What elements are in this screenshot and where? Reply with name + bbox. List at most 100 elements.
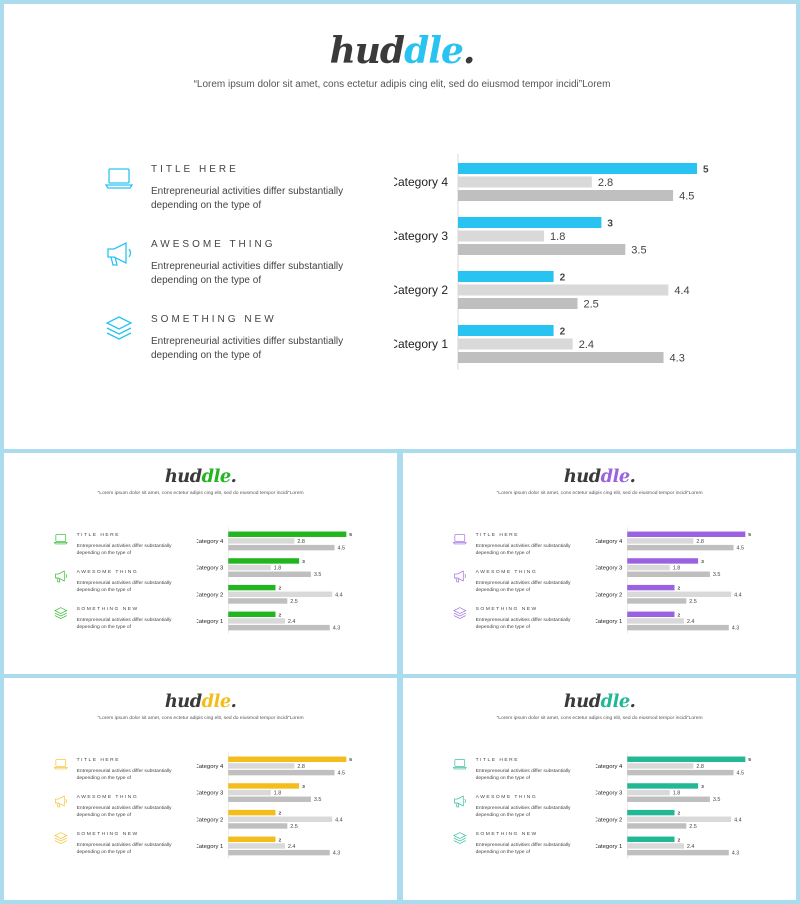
chart-category-label: Category 4 — [596, 764, 623, 770]
chart-category-label: Category 4 — [596, 539, 623, 545]
chart-data-label: 2.5 — [689, 824, 697, 830]
chart-data-label: 2.4 — [687, 619, 695, 625]
chart-bar — [627, 843, 684, 849]
chart-data-label: 2 — [677, 612, 680, 618]
chart-bar — [458, 284, 669, 296]
chart-bar — [228, 789, 271, 796]
chart-bar — [627, 763, 694, 769]
slide-thumbnail[interactable]: huddle. “Lorem ipsum dolor sit amet, con… — [4, 678, 397, 900]
chart-data-label: 4.4 — [335, 592, 343, 598]
chart-data-label: 2.5 — [689, 599, 697, 605]
chart-data-label: 2.8 — [297, 764, 305, 770]
layers-icon — [104, 314, 134, 344]
chart-bar — [458, 338, 573, 350]
chart-data-label: 4.4 — [734, 592, 742, 598]
chart-data-label: 4.3 — [670, 353, 685, 365]
chart-data-label: 4.5 — [337, 771, 345, 777]
feature-description: Entrepreneurial activities differ substa… — [475, 542, 571, 556]
chart-bar — [458, 352, 664, 363]
chart-bar — [627, 769, 734, 776]
feature-title: SOMETHING NEW — [76, 831, 139, 837]
chart-bar — [228, 571, 311, 577]
chart-data-label: 2.4 — [288, 619, 296, 625]
huddle-logo: huddle. — [164, 465, 237, 487]
chart-bar — [228, 624, 330, 631]
slide-content: huddle. “Lorem ipsum dolor sit amet, con… — [403, 678, 796, 900]
megaphone-icon — [452, 794, 467, 809]
feature-title: TITLE HERE — [475, 532, 519, 538]
chart-data-label: 3.5 — [314, 797, 322, 803]
huddle-logo: huddle. — [329, 30, 476, 72]
chart-data-label: 2.8 — [696, 764, 704, 770]
slide-thumbnail[interactable]: huddle. “Lorem ipsum dolor sit amet, con… — [4, 4, 796, 449]
chart-data-label: 4.3 — [732, 851, 740, 857]
chart-data-label: 2.8 — [297, 539, 305, 545]
chart-data-label: 2 — [278, 811, 281, 817]
chart-bar — [627, 571, 710, 577]
chart-bar — [627, 756, 746, 762]
feature-description: Entrepreneurial activities differ substa… — [76, 842, 172, 855]
feature-title: TITLE HERE — [151, 164, 239, 175]
slide-quote: “Lorem ipsum dolor sit amet, cons ectetu… — [193, 79, 611, 90]
chart-data-label: 4.5 — [736, 771, 744, 777]
slide-content: huddle. “Lorem ipsum dolor sit amet, con… — [4, 678, 397, 900]
laptop-icon — [53, 757, 68, 772]
chart-bar — [627, 538, 694, 544]
chart-category-label: Category 3 — [596, 791, 623, 797]
chart-bar — [627, 591, 732, 598]
bar-chart-svg: 2 2.4 4.3 Category 1 2 4.4 2.5 Category 2 3 1.8 3.… — [596, 752, 751, 859]
chart-bar — [627, 618, 684, 624]
chart-data-label: 3.5 — [631, 245, 646, 257]
feature-title: AWESOME THING — [151, 239, 276, 250]
chart-bar — [627, 809, 675, 816]
chart-data-label: 1.8 — [274, 791, 282, 797]
chart-bar — [228, 611, 276, 618]
chart-data-label: 2.5 — [290, 824, 298, 830]
chart-data-label: 1.8 — [673, 566, 681, 572]
megaphone-icon — [53, 569, 68, 584]
chart-bar — [228, 584, 276, 591]
chart-data-label: 2.5 — [584, 299, 599, 311]
chart-category-label: Category 2 — [596, 592, 623, 598]
bar-chart: 2 2.4 4.3 Category 1 2 4.4 2.5 Category 2 3 1.8 3.… — [197, 752, 385, 863]
chart-bar — [228, 849, 330, 856]
chart-category-label: Category 2 — [394, 283, 448, 297]
chart-category-label: Category 1 — [596, 844, 623, 850]
chart-bar — [228, 564, 271, 571]
chart-bar — [228, 823, 288, 829]
feature-title: AWESOME THING — [475, 569, 538, 575]
bar-chart: 2 2.4 4.3 Category 1 2 4.4 2.5 Category 2 3 1.8 3.… — [394, 154, 774, 379]
chart-category-label: Category 1 — [197, 844, 224, 850]
chart-data-label: 2 — [677, 586, 680, 592]
chart-bar — [627, 789, 670, 796]
slide-content: huddle. “Lorem ipsum dolor sit amet, con… — [4, 453, 397, 674]
slide-thumbnail[interactable]: huddle. “Lorem ipsum dolor sit amet, con… — [403, 678, 796, 900]
chart-category-label: Category 2 — [197, 817, 224, 823]
slide-quote: “Lorem ipsum dolor sit amet, cons ectetu… — [97, 490, 304, 496]
chart-bar — [458, 163, 697, 174]
bar-chart: 2 2.4 4.3 Category 1 2 4.4 2.5 Category 2 3 1.8 3.… — [197, 527, 385, 638]
chart-bar — [228, 531, 347, 537]
slide-quote: “Lorem ipsum dolor sit amet, cons ectetu… — [496, 715, 703, 721]
chart-bar — [228, 809, 276, 816]
chart-data-label: 2 — [278, 586, 281, 592]
feature-title: SOMETHING NEW — [475, 831, 538, 837]
feature-description: Entrepreneurial activities differ substa… — [475, 579, 571, 593]
chart-category-label: Category 4 — [197, 764, 224, 770]
chart-data-label: 4.3 — [333, 851, 341, 857]
chart-data-label: 4.4 — [335, 817, 343, 823]
chart-bar — [458, 190, 674, 201]
slide-thumbnail[interactable]: huddle. “Lorem ipsum dolor sit amet, con… — [403, 453, 796, 674]
chart-data-label: 2.4 — [288, 844, 296, 850]
chart-bar — [228, 558, 300, 564]
feature-title: AWESOME THING — [76, 569, 139, 575]
chart-bar — [627, 544, 734, 551]
slide-thumbnail[interactable]: huddle. “Lorem ipsum dolor sit amet, con… — [4, 453, 397, 674]
feature-title: AWESOME THING — [76, 794, 139, 800]
chart-category-label: Category 1 — [394, 337, 448, 351]
bar-chart: 2 2.4 4.3 Category 1 2 4.4 2.5 Category 2 3 1.8 3.… — [596, 752, 784, 863]
feature-title: TITLE HERE — [76, 757, 120, 763]
feature-description: Entrepreneurial activities differ substa… — [76, 542, 172, 556]
chart-bar — [228, 544, 335, 551]
chart-data-label: 2.8 — [598, 177, 613, 189]
